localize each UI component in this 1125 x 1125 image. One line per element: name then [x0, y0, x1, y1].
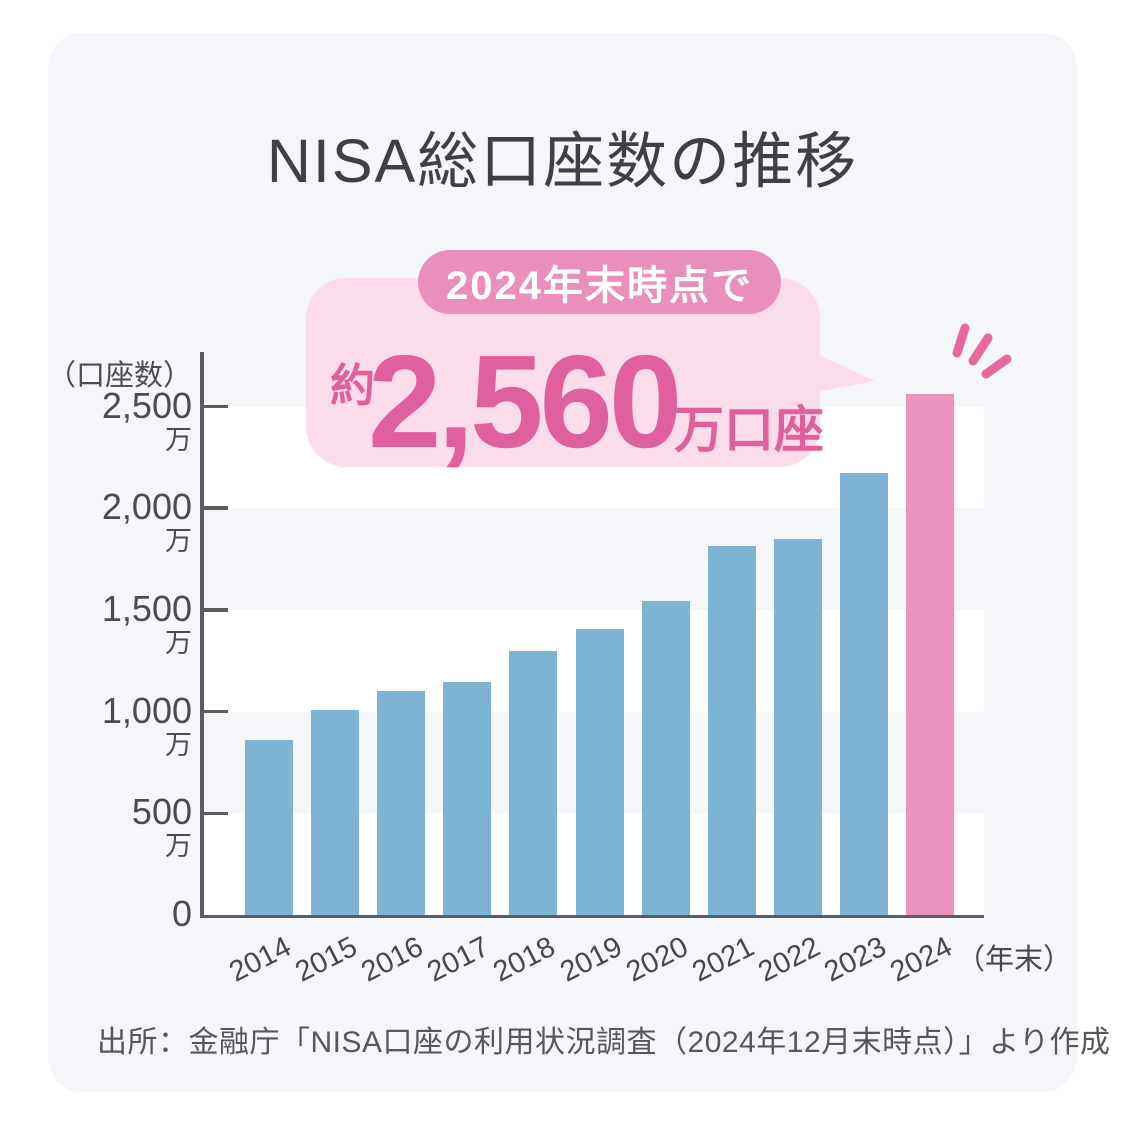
y-tick-number: 2,500 — [101, 384, 192, 426]
bar-2014 — [245, 740, 293, 918]
callout-badge: 2024年末時点で — [418, 250, 781, 314]
bar-2024 — [906, 394, 954, 918]
bar-2016 — [377, 691, 426, 918]
y-tick-unit: 万 — [165, 729, 192, 760]
y-axis-line — [200, 352, 204, 918]
y-tick-unit: 万 — [165, 526, 192, 557]
y-tick-unit: 万 — [165, 424, 192, 455]
y-tick-number: 500 — [131, 791, 192, 833]
sparkle-icon — [952, 323, 1012, 379]
page-title: NISA総口座数の推移 — [266, 127, 859, 195]
y-tick-number: 2,000 — [101, 486, 192, 528]
callout-value: 2,560 — [368, 328, 682, 475]
y-tick-number: 1,500 — [101, 587, 192, 629]
callout-pointer — [817, 354, 875, 392]
y-tick-mark — [201, 506, 228, 510]
y-tick-unit: 万 — [165, 831, 192, 862]
y-tick-mark — [201, 709, 228, 714]
callout-value-unit: 万口座 — [674, 402, 824, 458]
source-note: 出所：金融庁「NISA口座の利用状況調査（2024年12月末時点）」より作成 — [97, 1026, 1111, 1059]
bar-2018 — [509, 650, 558, 918]
x-axis-line — [200, 914, 984, 918]
bar-2021 — [707, 545, 756, 918]
bar-2022 — [773, 538, 822, 918]
y-tick-label: 1,000 万 — [101, 689, 192, 760]
bar-2023 — [839, 472, 888, 918]
y-tick-label: 1,500 万 — [101, 587, 192, 658]
y-tick-label: 0 — [172, 894, 192, 934]
y-tick-mark — [201, 811, 228, 816]
bar-2017 — [443, 682, 492, 918]
bar-2020 — [641, 600, 690, 918]
y-tick-mark — [201, 608, 228, 612]
bar-2015 — [311, 709, 360, 918]
y-tick-label: 500 万 — [131, 791, 192, 862]
y-tick-label: 2,500 万 — [101, 384, 192, 455]
bar-2019 — [575, 629, 624, 918]
y-tick-mark — [201, 404, 228, 409]
y-tick-number: 1,000 — [101, 689, 192, 731]
y-axis-unit-label: （口座数） — [46, 360, 192, 392]
y-tick-unit: 万 — [165, 627, 192, 658]
callout-approx-prefix: 約 — [330, 360, 376, 411]
y-tick-label: 2,000 万 — [101, 486, 192, 557]
x-axis-unit-label: （年末） — [956, 944, 1073, 976]
y-tick-number: 0 — [171, 893, 192, 934]
